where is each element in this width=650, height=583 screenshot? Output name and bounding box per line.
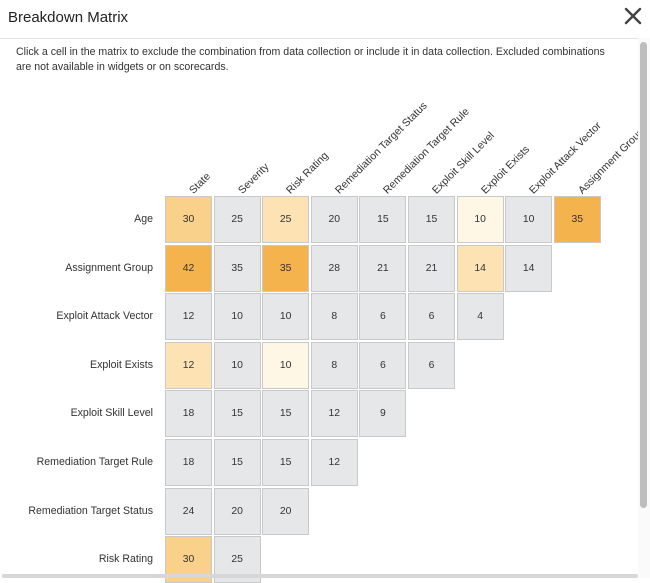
dialog-title: Breakdown Matrix	[8, 9, 129, 26]
matrix-cell[interactable]: 15	[262, 390, 310, 438]
matrix-cell[interactable]: 24	[165, 487, 212, 535]
row-label: Exploit Exists	[90, 358, 153, 371]
matrix-cell[interactable]: 18	[165, 439, 212, 486]
matrix-cell[interactable]: 15	[213, 439, 261, 486]
row-label: Remediation Target Status	[28, 504, 153, 517]
column-label: Remediation Target Status	[332, 99, 430, 197]
row-label: Exploit Skill Level	[70, 407, 153, 420]
matrix-cell[interactable]: 35	[553, 196, 601, 243]
horizontal-scrollbar[interactable]	[2, 574, 638, 578]
matrix-cell[interactable]: 12	[310, 439, 358, 486]
matrix-cell[interactable]: 35	[213, 244, 261, 292]
scrollbar-thumb[interactable]	[640, 42, 647, 508]
column-label: State	[187, 170, 213, 197]
row-label: Age	[134, 213, 153, 225]
matrix-cell[interactable]: 6	[408, 293, 455, 341]
matrix-cell[interactable]: 30	[165, 196, 212, 243]
matrix-cell[interactable]: 12	[310, 390, 358, 438]
row-label: Remediation Target Rule	[36, 456, 153, 468]
matrix-cell[interactable]: 10	[505, 196, 553, 243]
matrix-cell[interactable]: 15	[408, 196, 455, 243]
matrix-cell[interactable]: 6	[359, 341, 407, 389]
close-icon[interactable]	[621, 4, 645, 28]
matrix-description: Click a cell in the matrix to exclude th…	[16, 46, 605, 73]
column-label: Remediation Target Rule	[381, 105, 473, 197]
matrix-cell[interactable]: 6	[408, 341, 455, 389]
matrix-cell[interactable]: 10	[213, 341, 261, 389]
row-label: Risk Rating	[98, 553, 153, 566]
matrix-cell[interactable]: 25	[262, 196, 310, 243]
matrix-cell[interactable]: 8	[310, 341, 358, 389]
matrix-cell[interactable]: 9	[359, 390, 407, 438]
matrix-cell[interactable]: 28	[310, 244, 358, 292]
matrix-cell[interactable]: 6	[359, 293, 407, 341]
matrix-cell[interactable]: 8	[310, 293, 358, 341]
matrix-cell[interactable]: 20	[262, 487, 310, 535]
vertical-scrollbar[interactable]	[638, 38, 650, 578]
matrix-cell[interactable]: 14	[456, 244, 504, 292]
matrix-cell[interactable]: 12	[165, 341, 212, 389]
column-label: Severity	[235, 160, 272, 197]
matrix-cell[interactable]: 35	[262, 244, 310, 292]
matrix-cell[interactable]: 12	[165, 293, 212, 341]
matrix-cell[interactable]: 25	[213, 196, 261, 243]
matrix-cell[interactable]: 10	[456, 196, 504, 243]
matrix-cell[interactable]: 18	[165, 390, 212, 438]
row-label: Exploit Attack Vector	[56, 310, 153, 323]
matrix-cell[interactable]: 15	[359, 196, 407, 243]
row-label: Assignment Group	[65, 261, 153, 274]
dialog-header: Breakdown Matrix	[0, 0, 650, 39]
matrix-cell[interactable]: 10	[262, 293, 310, 341]
matrix-cell[interactable]: 15	[213, 390, 261, 438]
matrix-cell[interactable]: 10	[213, 293, 261, 341]
matrix-cell[interactable]: 21	[359, 244, 407, 292]
column-label: Exploit Exists	[478, 143, 532, 197]
matrix-cell[interactable]: 4	[456, 293, 504, 341]
matrix-cell[interactable]: 10	[262, 341, 310, 389]
matrix-cell[interactable]: 42	[165, 244, 212, 292]
matrix-cell[interactable]: 21	[408, 244, 455, 292]
matrix-cell[interactable]: 15	[262, 439, 310, 486]
column-label: Risk Rating	[284, 149, 331, 197]
matrix-cell[interactable]: 20	[213, 487, 261, 535]
matrix-cell[interactable]: 20	[310, 196, 358, 243]
matrix-cell[interactable]: 14	[505, 244, 553, 292]
